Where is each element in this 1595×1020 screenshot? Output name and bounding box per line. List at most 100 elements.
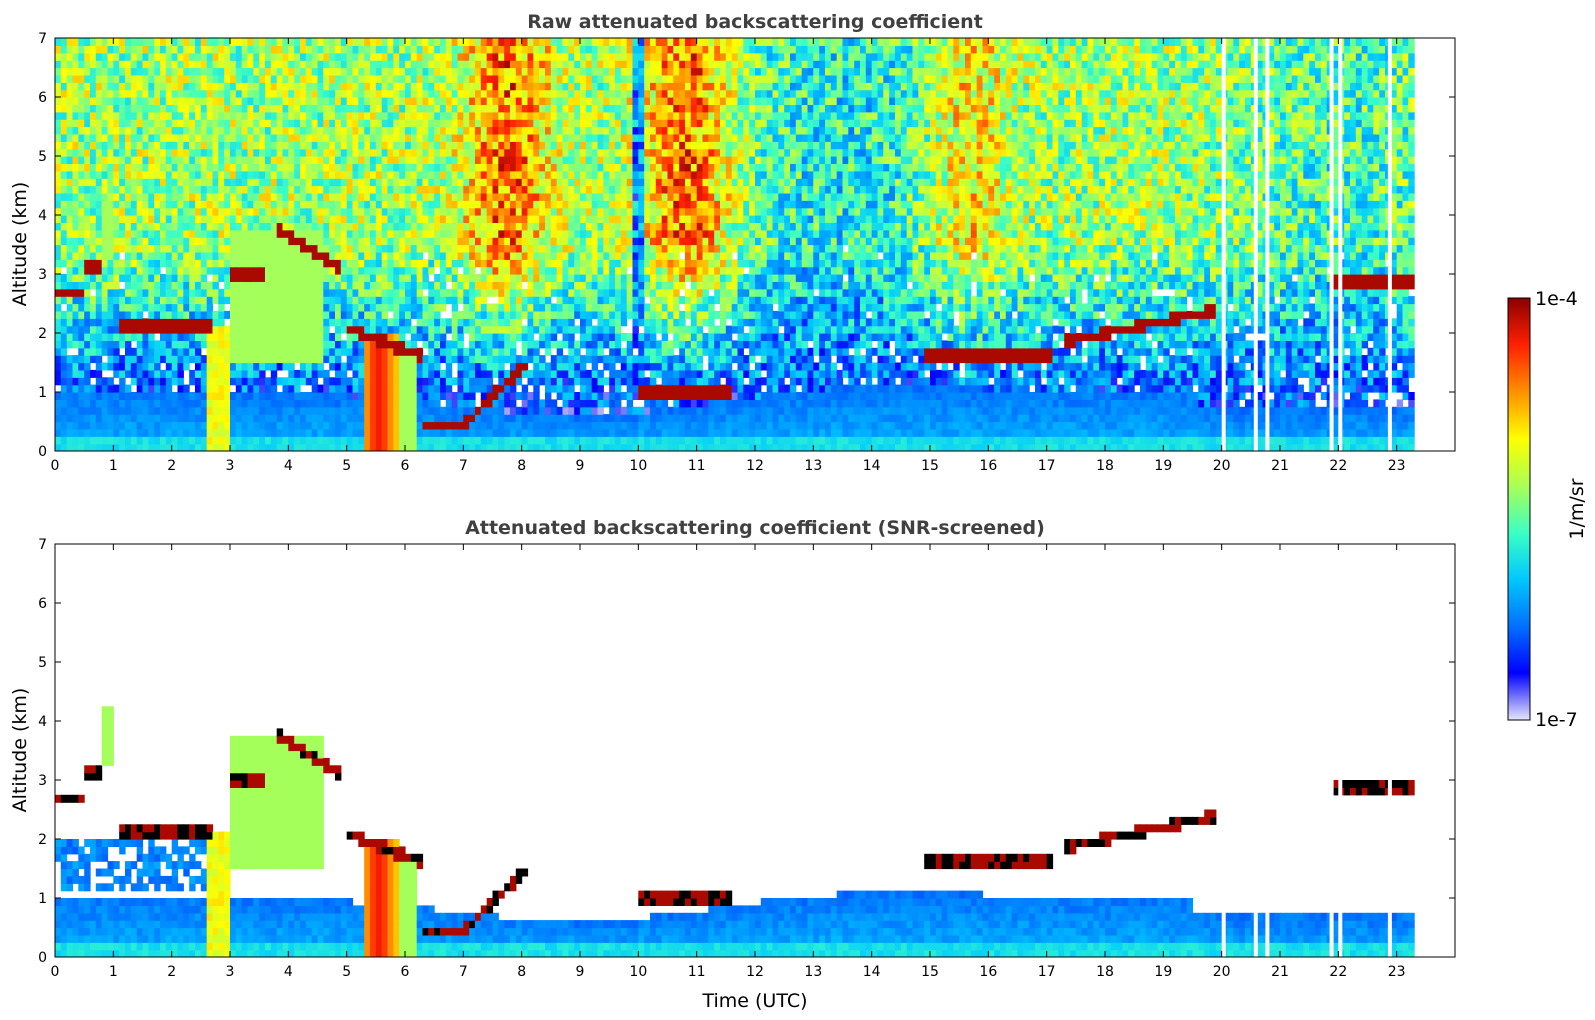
heatmap-cell — [381, 207, 389, 216]
heatmap-cell — [253, 259, 260, 268]
heatmap-cell — [259, 333, 266, 341]
heatmap-cell — [247, 392, 254, 400]
heatmap-cell — [224, 428, 231, 437]
heatmap-cell — [282, 347, 289, 356]
heatmap-cell — [72, 355, 79, 364]
heatmap-cell — [212, 229, 219, 238]
heatmap-cell — [545, 318, 552, 327]
heatmap-cell — [282, 244, 289, 253]
heatmap-cell — [440, 421, 447, 430]
heatmap-cell — [206, 310, 214, 319]
heatmap-cell — [457, 340, 464, 349]
heatmap-cell — [416, 178, 424, 187]
heatmap-cell — [405, 340, 412, 349]
heatmap-cell — [457, 347, 464, 356]
heatmap-cell — [130, 421, 138, 430]
heatmap-cell — [253, 369, 260, 378]
heatmap-cell — [387, 111, 394, 120]
heatmap-cell — [405, 60, 412, 69]
heatmap-cell — [364, 185, 371, 194]
heatmap-cell — [393, 310, 400, 319]
heatmap-cell — [84, 274, 91, 282]
heatmap-cell — [527, 229, 534, 238]
heatmap-cell — [463, 104, 470, 113]
heatmap-cell — [451, 303, 459, 312]
heatmap-cell — [393, 104, 400, 113]
heatmap-cell — [101, 266, 109, 275]
heatmap-cell — [160, 104, 167, 113]
heatmap-cell — [539, 207, 546, 216]
heatmap-cell — [428, 111, 435, 120]
heatmap-cell — [352, 111, 359, 120]
heatmap-cell — [323, 369, 330, 378]
heatmap-cell — [562, 52, 569, 61]
heatmap-cell — [510, 288, 517, 297]
heatmap-cell — [84, 156, 91, 164]
heatmap-cell — [545, 296, 552, 305]
heatmap-cell — [60, 384, 68, 393]
heatmap-cell — [60, 97, 68, 105]
heatmap-cell — [125, 82, 132, 91]
heatmap-cell — [212, 178, 219, 187]
heatmap-cell — [364, 406, 371, 415]
heatmap-cell — [235, 89, 243, 98]
heatmap-cell — [451, 163, 459, 172]
heatmap-cell — [335, 229, 342, 238]
heatmap-cell — [422, 406, 429, 415]
heatmap-cell — [568, 52, 575, 61]
heatmap-cell — [177, 347, 184, 356]
heatmap-cell — [212, 207, 219, 216]
heatmap-cell — [55, 163, 62, 172]
heatmap-cell — [165, 82, 173, 91]
heatmap-cell — [101, 82, 109, 91]
heatmap-cell — [200, 89, 208, 98]
heatmap-cell — [580, 60, 587, 69]
heatmap-cell — [189, 399, 196, 408]
heatmap-cell — [119, 222, 126, 231]
heatmap-cell — [498, 436, 505, 445]
heatmap-cell — [533, 52, 540, 61]
heatmap-cell — [451, 192, 459, 201]
heatmap-cell — [498, 414, 505, 423]
heatmap-cell — [381, 192, 389, 201]
heatmap-cell — [177, 52, 184, 61]
heatmap-cell — [550, 89, 558, 98]
heatmap-cell — [556, 303, 564, 312]
heatmap-cell — [183, 355, 190, 364]
heatmap-cell — [451, 392, 459, 400]
heatmap-cell — [445, 52, 453, 61]
heatmap-cell — [224, 296, 231, 305]
heatmap-cell — [375, 97, 383, 105]
heatmap-cell — [510, 126, 517, 135]
heatmap-cell — [510, 200, 517, 209]
heatmap-cell — [381, 362, 389, 371]
heatmap-cell — [562, 185, 569, 194]
heatmap-cell — [381, 399, 389, 408]
heatmap-cell — [346, 436, 354, 445]
heatmap-cell — [311, 251, 319, 260]
heatmap-cell — [165, 52, 173, 61]
heatmap-cell — [492, 148, 499, 157]
heatmap-cell — [463, 89, 470, 98]
heatmap-cell — [200, 340, 208, 349]
heatmap-cell — [165, 178, 173, 187]
heatmap-cell — [107, 333, 114, 341]
heatmap-cell — [486, 288, 494, 297]
heatmap-cell — [498, 156, 505, 164]
heatmap-cell — [305, 185, 313, 194]
heatmap-cell — [492, 156, 499, 164]
heatmap-cell — [101, 377, 109, 386]
heatmap-cell — [510, 82, 517, 91]
heatmap-cell — [568, 436, 575, 445]
heatmap-cell — [556, 244, 564, 253]
heatmap-cell — [539, 288, 546, 297]
heatmap-cell — [160, 251, 167, 260]
heatmap-cell — [323, 126, 330, 135]
heatmap-cell — [276, 443, 284, 451]
heatmap-cell — [72, 414, 79, 423]
heatmap-cell — [300, 414, 307, 423]
heatmap-cell — [119, 60, 126, 69]
heatmap-cell — [440, 340, 447, 349]
heatmap-cell — [416, 60, 424, 69]
heatmap-cell — [416, 111, 424, 120]
